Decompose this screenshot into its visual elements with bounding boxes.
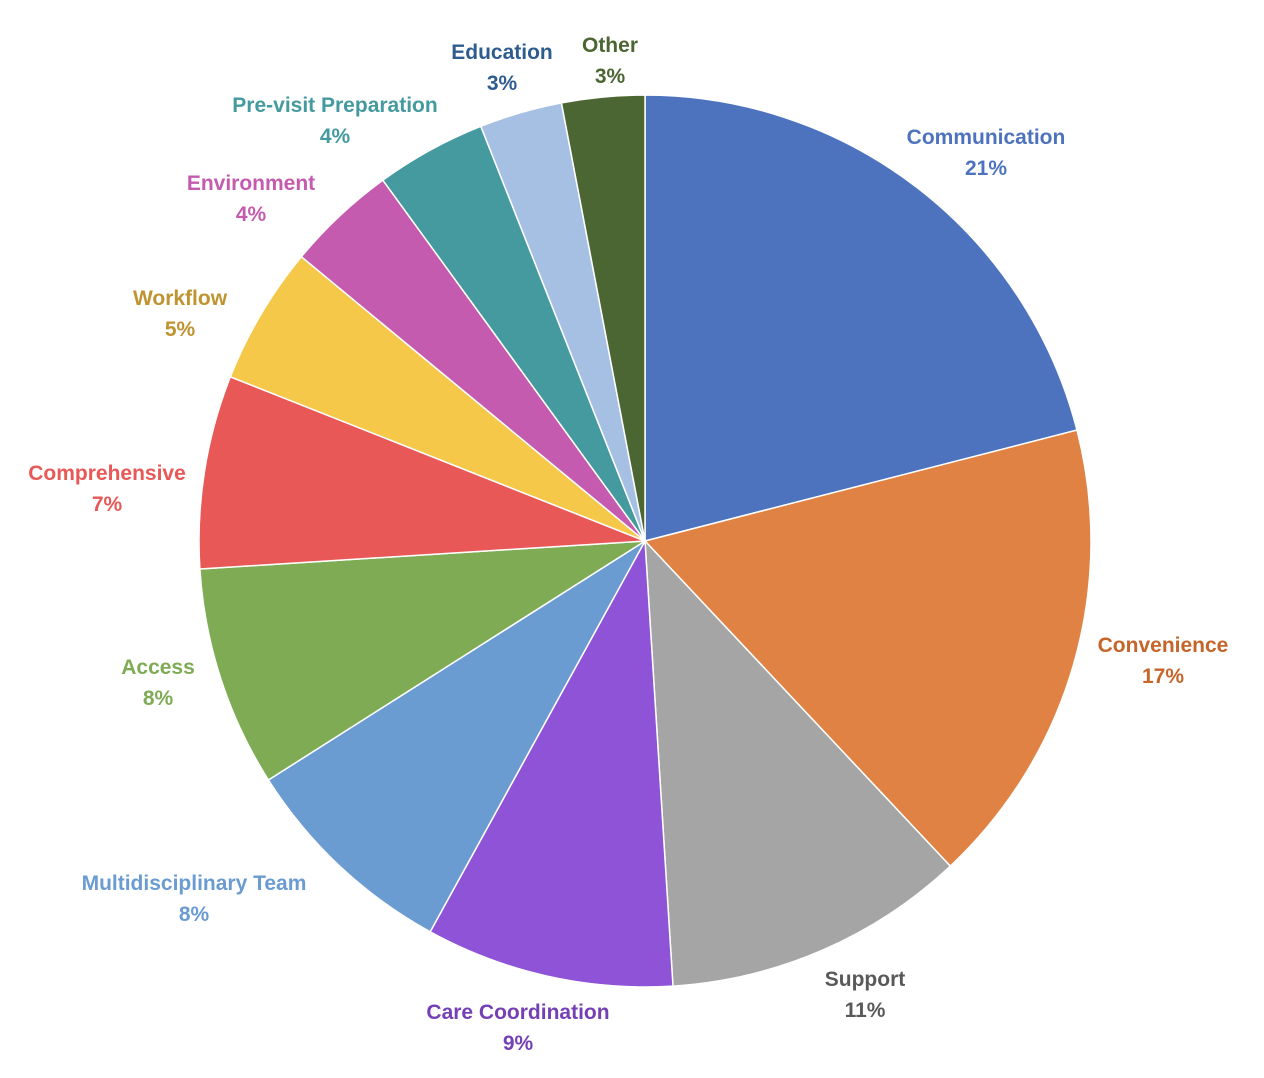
slice-category-label: Access xyxy=(121,656,195,679)
slice-percent-label: 4% xyxy=(236,203,267,226)
slice-category-label: Multidisciplinary Team xyxy=(82,872,307,895)
pie-slice-access xyxy=(199,540,646,782)
slice-percent-label: 21% xyxy=(965,157,1007,180)
slice-category-label: Convenience xyxy=(1098,634,1229,657)
slice-percent-label: 11% xyxy=(845,999,886,1022)
slice-category-label: Comprehensive xyxy=(28,462,186,485)
slice-percent-label: 9% xyxy=(503,1032,534,1055)
slices-layer xyxy=(198,94,1092,988)
slice-percent-label: 8% xyxy=(179,903,210,926)
slice-category-label: Care Coordination xyxy=(426,1001,609,1024)
slice-percent-label: 5% xyxy=(165,318,196,341)
pie-slice-support xyxy=(644,538,952,987)
slice-category-label: Workflow xyxy=(133,287,228,310)
slice-percent-label: 3% xyxy=(595,65,626,88)
pie-slice-care-coordination xyxy=(429,538,674,988)
pie-slice-communication xyxy=(644,94,1078,542)
labels-layer: Communication 21% Convenience 17% Support 11%… xyxy=(28,34,1228,1055)
slice-category-label: Environment xyxy=(187,172,315,195)
slice-percent-label: 17% xyxy=(1142,665,1184,688)
slice-percent-label: 4% xyxy=(320,125,351,148)
pie-slice-convenience xyxy=(643,429,1092,868)
pie-slice-multidisciplinary-team xyxy=(267,540,646,933)
slice-percent-label: 8% xyxy=(143,687,174,710)
slice-category-label: Other xyxy=(582,34,638,57)
slice-category-label: Communication xyxy=(907,126,1066,149)
slice-category-label: Education xyxy=(451,41,553,64)
slice-percent-label: 3% xyxy=(487,72,518,95)
pie-slice-comprehensive xyxy=(198,375,646,570)
pie-slice-other xyxy=(560,94,646,542)
slice-percent-label: 7% xyxy=(92,493,123,516)
slice-category-label: Pre-visit Preparation xyxy=(232,94,437,117)
slice-category-label: Support xyxy=(825,968,905,991)
